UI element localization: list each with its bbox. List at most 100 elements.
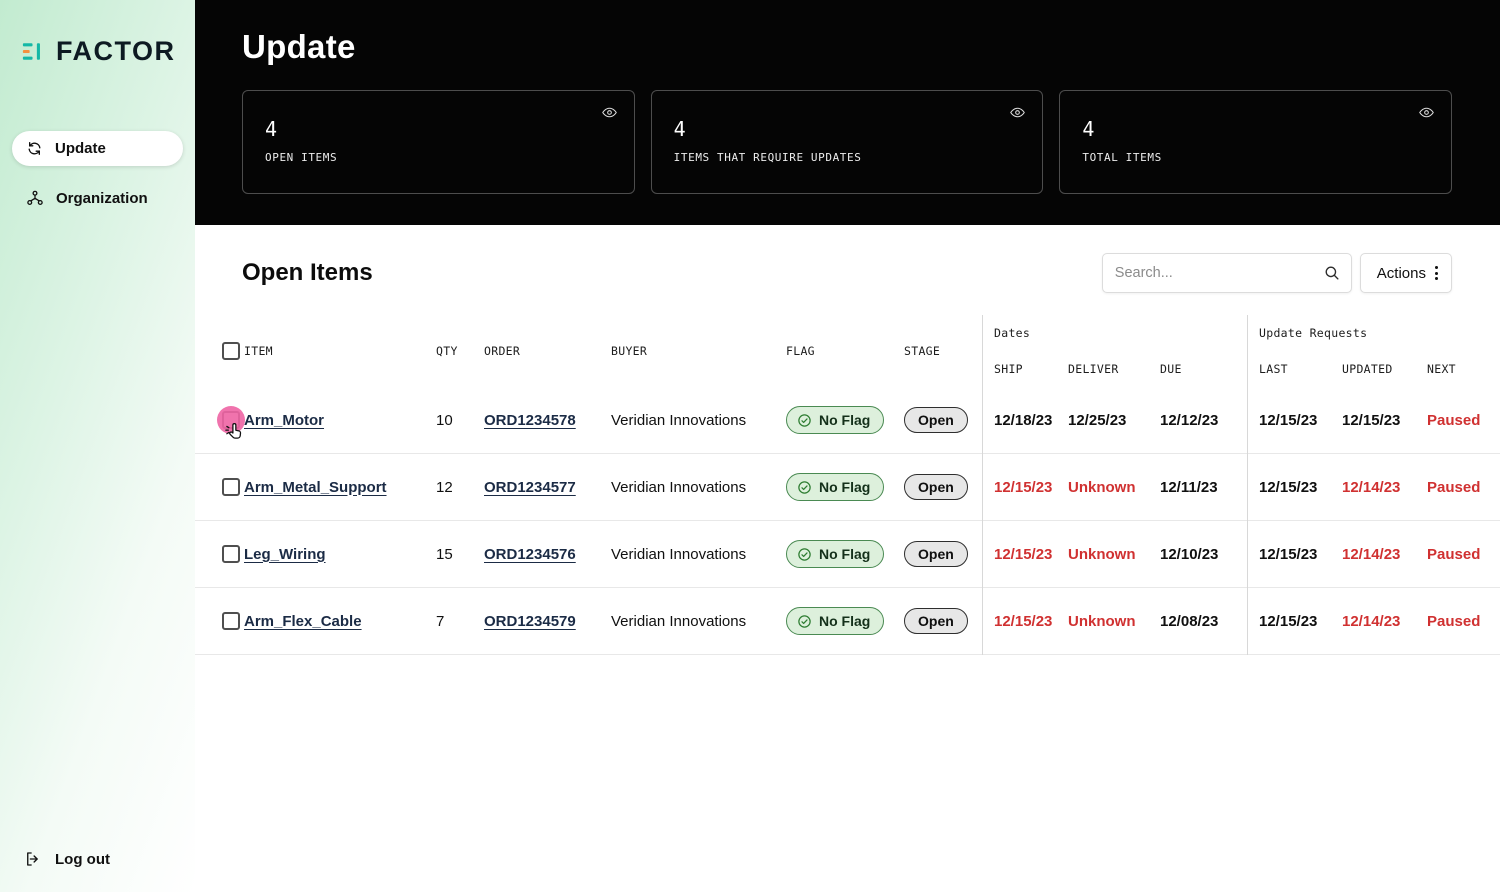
- kebab-menu-icon: [1435, 265, 1438, 281]
- top-header: Update 4 OPEN ITEMS: [195, 0, 1500, 225]
- row-checkbox[interactable]: [222, 612, 240, 630]
- stat-card-require-updates: 4 ITEMS THAT REQUIRE UPDATES: [650, 90, 1044, 194]
- deliver-date: Unknown: [1068, 478, 1136, 496]
- due-date: 12/10/23: [1160, 545, 1219, 563]
- col-header-buyer: BUYER: [611, 344, 648, 358]
- buyer-cell: Veridian Innovations: [611, 478, 747, 496]
- col-header-ship: SHIP: [994, 362, 1023, 376]
- sidebar-nav: Update Organization: [0, 131, 195, 216]
- ship-date: 12/15/23: [994, 545, 1053, 563]
- stat-label: TOTAL ITEMS: [1082, 151, 1162, 164]
- col-header-stage: STAGE: [904, 344, 941, 358]
- factor-logo-icon: [20, 38, 47, 65]
- actions-button[interactable]: Actions: [1359, 253, 1452, 293]
- next-status: Paused: [1427, 478, 1481, 496]
- column-divider: [1247, 315, 1248, 655]
- row-checkbox[interactable]: [222, 478, 240, 496]
- item-link[interactable]: Arm_Motor: [244, 411, 325, 429]
- qty-cell: 12: [436, 478, 453, 496]
- order-cell: ORD1234579: [484, 613, 611, 630]
- col-header-item: ITEM: [244, 344, 273, 358]
- ship-date: 12/15/23: [994, 612, 1053, 630]
- col-header-deliver: DELIVER: [1068, 362, 1119, 376]
- sidebar: FACTOR Update: [0, 0, 195, 892]
- deliver-date: Unknown: [1068, 545, 1136, 563]
- table-row: Arm_Flex_Cable 7 ORD1234579 Veridian Inn…: [195, 588, 1500, 655]
- eye-icon[interactable]: [1009, 104, 1026, 121]
- col-header-qty: QTY: [436, 344, 458, 358]
- table-header: ITEM QTY ORDER BUYER FLAG STAGE Dates SH…: [195, 315, 1500, 387]
- item-link[interactable]: Arm_Flex_Cable: [244, 612, 362, 630]
- deliver-date: Unknown: [1068, 612, 1136, 630]
- order-link[interactable]: ORD1234577: [484, 478, 576, 496]
- logout-button[interactable]: Log out: [0, 850, 195, 892]
- group-header-dates: Dates: [994, 326, 1031, 340]
- stage-badge: Open: [904, 474, 968, 500]
- due-date: 12/11/23: [1160, 478, 1218, 496]
- search-input[interactable]: [1101, 253, 1352, 293]
- brand-logo: FACTOR: [0, 0, 195, 67]
- col-header-order: ORDER: [484, 344, 521, 358]
- flag-cell: No Flag: [786, 540, 896, 568]
- sidebar-item-label: Organization: [56, 189, 148, 207]
- col-header-next: NEXT: [1427, 362, 1456, 376]
- item-link[interactable]: Arm_Metal_Support: [244, 478, 387, 496]
- actions-label: Actions: [1376, 264, 1426, 282]
- checkbox-cell: [195, 545, 244, 563]
- order-cell: ORD1234576: [484, 546, 611, 563]
- stat-label: ITEMS THAT REQUIRE UPDATES: [673, 151, 862, 164]
- order-cell: ORD1234578: [484, 412, 611, 429]
- due-date: 12/12/23: [1160, 411, 1219, 429]
- check-circle-icon: [798, 480, 811, 494]
- stat-value: 4: [673, 117, 686, 141]
- order-link[interactable]: ORD1234579: [484, 612, 576, 630]
- flag-badge: No Flag: [786, 473, 885, 501]
- organization-icon: [26, 189, 44, 207]
- stat-value: 4: [265, 117, 278, 141]
- table-row: Arm_Motor 10 ORD1234578 Veridian Innovat…: [195, 387, 1500, 454]
- next-status: Paused: [1427, 411, 1481, 429]
- page-title: Update: [242, 28, 356, 65]
- buyer-cell: Veridian Innovations: [611, 411, 747, 429]
- stage-badge: Open: [904, 541, 968, 567]
- stat-cards: 4 OPEN ITEMS 4 ITEMS THAT REQUIRE UPDATE…: [242, 90, 1453, 194]
- main-area: Update 4 OPEN ITEMS: [195, 0, 1500, 892]
- qty-cell: 10: [436, 411, 453, 429]
- column-divider: [982, 315, 983, 655]
- flag-badge: No Flag: [786, 540, 885, 568]
- select-all-checkbox[interactable]: [222, 342, 240, 360]
- logout-label: Log out: [55, 850, 110, 868]
- brand-name: FACTOR: [56, 36, 176, 66]
- updated-date: 12/14/23: [1342, 545, 1401, 563]
- content-area: Open Items Actions: [195, 225, 1500, 892]
- search-icon[interactable]: [1323, 264, 1341, 282]
- col-header-updated: UPDATED: [1342, 362, 1393, 376]
- buyer-cell: Veridian Innovations: [611, 612, 747, 630]
- click-indicator: [217, 406, 245, 434]
- order-link[interactable]: ORD1234578: [484, 411, 576, 429]
- order-link[interactable]: ORD1234576: [484, 545, 576, 563]
- flag-cell: No Flag: [786, 473, 896, 501]
- flag-badge: No Flag: [786, 406, 885, 434]
- ship-date: 12/18/23: [994, 411, 1053, 429]
- check-circle-icon: [798, 547, 811, 561]
- sidebar-item-update[interactable]: Update: [12, 131, 183, 166]
- flag-cell: No Flag: [786, 607, 896, 635]
- table-controls: Actions: [1101, 253, 1452, 293]
- checkbox-cell: [195, 612, 244, 630]
- item-cell: Arm_Flex_Cable: [244, 613, 436, 630]
- updated-date: 12/14/23: [1342, 612, 1401, 630]
- stat-card-open-items: 4 OPEN ITEMS: [242, 90, 635, 194]
- eye-icon[interactable]: [601, 104, 618, 121]
- item-link[interactable]: Leg_Wiring: [244, 545, 326, 563]
- stage-cell: Open: [896, 608, 982, 634]
- logout-icon: [24, 850, 42, 868]
- flag-badge: No Flag: [786, 607, 885, 635]
- table-row: Leg_Wiring 15 ORD1234576 Veridian Innova…: [195, 521, 1500, 588]
- buyer-cell: Veridian Innovations: [611, 545, 747, 563]
- sidebar-item-organization[interactable]: Organization: [12, 180, 183, 216]
- item-cell: Leg_Wiring: [244, 546, 436, 563]
- row-checkbox[interactable]: [222, 545, 240, 563]
- eye-icon[interactable]: [1418, 104, 1435, 121]
